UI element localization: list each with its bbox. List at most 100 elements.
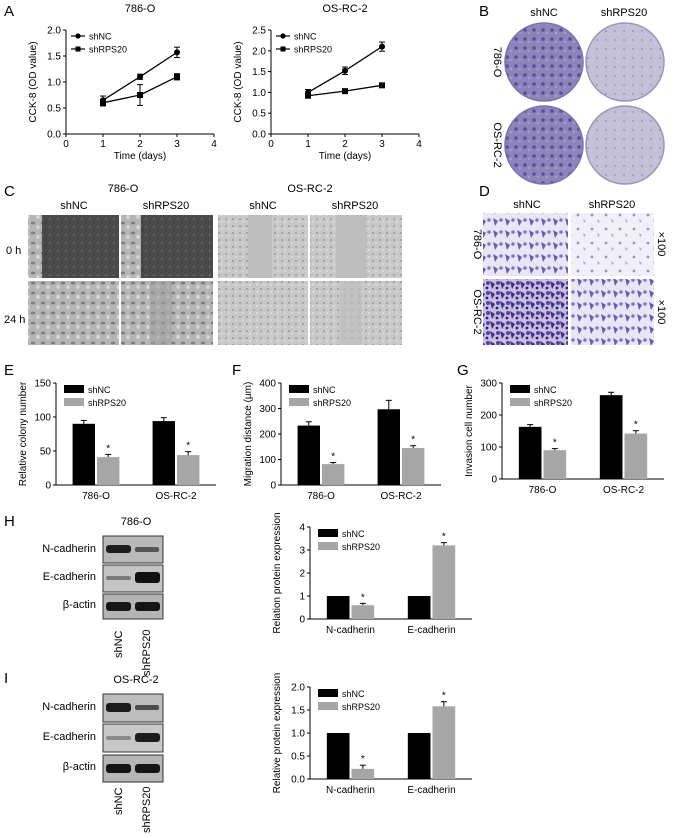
- y-tick-label: 3: [299, 546, 305, 557]
- panel-d-row-label: 786-O: [471, 229, 483, 260]
- panel-i-western-blot: OS-RC-2 N-cadherin E-cadherin β-actin sh…: [42, 674, 164, 833]
- x-axis-title: Time (days): [114, 151, 166, 162]
- bar: [624, 433, 648, 479]
- legend-swatch: [318, 529, 338, 537]
- x-tick-label: 1: [305, 139, 311, 150]
- legend-swatch: [64, 398, 84, 406]
- bar: [72, 423, 95, 485]
- y-tick-label: 2.0: [47, 26, 61, 37]
- chart-colony-number: 0 50 100 150 Relative colony number 786-O * OS-…: [18, 379, 216, 502]
- blot-band-label: E-cadherin: [43, 731, 96, 743]
- blot-band: [135, 572, 160, 583]
- x-tick-label: 786-O: [529, 485, 557, 496]
- blot-band: [135, 733, 160, 742]
- x-tick-label: OS-RC-2: [380, 491, 422, 502]
- bar: [407, 733, 431, 779]
- bar: [432, 706, 456, 779]
- scratch-786o-shnc-0h: [28, 215, 119, 278]
- panel-label-g: G: [457, 362, 469, 379]
- bar: [177, 455, 200, 485]
- x-tick-label: E-cadherin: [407, 785, 455, 796]
- panel-c-row-label: 0 h: [6, 245, 21, 257]
- x-tick-label: 0: [268, 139, 274, 150]
- y-tick-label: 0.5: [47, 104, 61, 115]
- bar: [402, 448, 425, 485]
- y-tick-label: 1: [299, 592, 305, 603]
- x-tick-label: 0: [63, 139, 69, 150]
- y-tick-label: 0.5: [252, 109, 266, 120]
- blot-title: OS-RC-2: [113, 674, 158, 686]
- chart-migration-distance: 0 100 200 300 400 Migration distance (μm) 786-…: [243, 379, 441, 502]
- panel-c-row-label: 24 h: [4, 314, 25, 326]
- x-tick-label: OS-RC-2: [603, 485, 645, 496]
- panel-b-row-label: 786-O: [491, 47, 503, 78]
- data-point: [379, 82, 385, 89]
- x-tick-label: 2: [342, 139, 348, 150]
- legend-label: shRPS20: [342, 702, 380, 712]
- x-tick-label: 4: [211, 139, 217, 150]
- chart-osrc2-cck8: OS-RC-2 0.0 0.5 1.0 1.5 2.0 2.5 CCK-8 (OD value…: [233, 3, 422, 162]
- legend-label: shNC: [89, 32, 112, 42]
- legend-label: shNC: [534, 385, 557, 395]
- significance-marker: *: [106, 443, 110, 454]
- y-tick-label: 300: [259, 404, 276, 415]
- panel-label-f: F: [232, 362, 241, 379]
- chart-786o-cck8: 786-O 0.0 0.5 1.0 1.5 2.0 CCK-8 (OD value) 0 1 2 3…: [28, 3, 217, 162]
- y-tick-label: 100: [480, 443, 497, 454]
- blot-band-label: N-cadherin: [42, 701, 96, 713]
- bar: [432, 545, 456, 619]
- dish-osrc2-shnc: [504, 105, 584, 185]
- y-tick-label: 100: [259, 455, 276, 466]
- bar: [322, 464, 345, 485]
- data-point: [174, 49, 180, 56]
- y-axis-title: CCK-8 (OD value): [233, 41, 244, 122]
- bar: [351, 768, 375, 779]
- scratch-gap: [340, 281, 362, 345]
- magnification-label: ×100: [655, 232, 667, 257]
- dish-osrc2-shrps20: [585, 105, 665, 185]
- x-tick-label: 786-O: [82, 491, 110, 502]
- bar: [351, 605, 375, 619]
- y-tick-label: 1.5: [47, 52, 61, 63]
- panel-label-b: B: [479, 3, 489, 20]
- y-tick-label: 400: [259, 379, 276, 390]
- legend-label: shNC: [313, 385, 336, 395]
- panel-c-col-label: shNC: [60, 200, 88, 212]
- legend-swatch: [318, 689, 338, 697]
- scratch-gap: [248, 215, 272, 278]
- y-axis-title: Migration distance (μm): [243, 382, 254, 487]
- y-tick-label: 150: [34, 379, 51, 390]
- y-tick-label: 300: [480, 379, 497, 390]
- x-tick-label: 786-O: [307, 491, 335, 502]
- scratch-edge: [121, 215, 141, 278]
- legend-label: shNC: [342, 529, 365, 539]
- significance-marker: *: [361, 592, 365, 603]
- y-tick-label: 200: [480, 411, 497, 422]
- panel-b-row-label: OS-RC-2: [491, 122, 503, 167]
- y-tick-label: 100: [34, 413, 51, 424]
- y-tick-label: 1.0: [47, 78, 61, 89]
- legend-label: shRPS20: [88, 398, 126, 408]
- legend-swatch: [289, 398, 309, 406]
- blot-title: 786-O: [121, 516, 152, 528]
- blot-lane-label: shRPS20: [141, 787, 153, 833]
- blot-band-label: β-actin: [63, 599, 96, 611]
- blot-lane-label: shNC: [113, 787, 125, 815]
- significance-marker: *: [442, 532, 446, 543]
- bar: [518, 426, 542, 479]
- invasion-786o-shrps20: [571, 213, 654, 276]
- bar: [407, 596, 431, 619]
- panel-label-h: H: [4, 513, 15, 530]
- blot-band: [106, 703, 131, 712]
- significance-marker: *: [411, 435, 415, 446]
- bar: [543, 450, 567, 479]
- panel-c-group-label: 786-O: [108, 183, 139, 195]
- data-point: [305, 92, 311, 99]
- data-point: [342, 67, 348, 74]
- chart-title: OS-RC-2: [322, 3, 367, 15]
- legend-label: shRPS20: [313, 398, 351, 408]
- bar: [599, 395, 623, 479]
- y-tick-label: 4: [299, 523, 305, 534]
- blot-band: [135, 705, 159, 710]
